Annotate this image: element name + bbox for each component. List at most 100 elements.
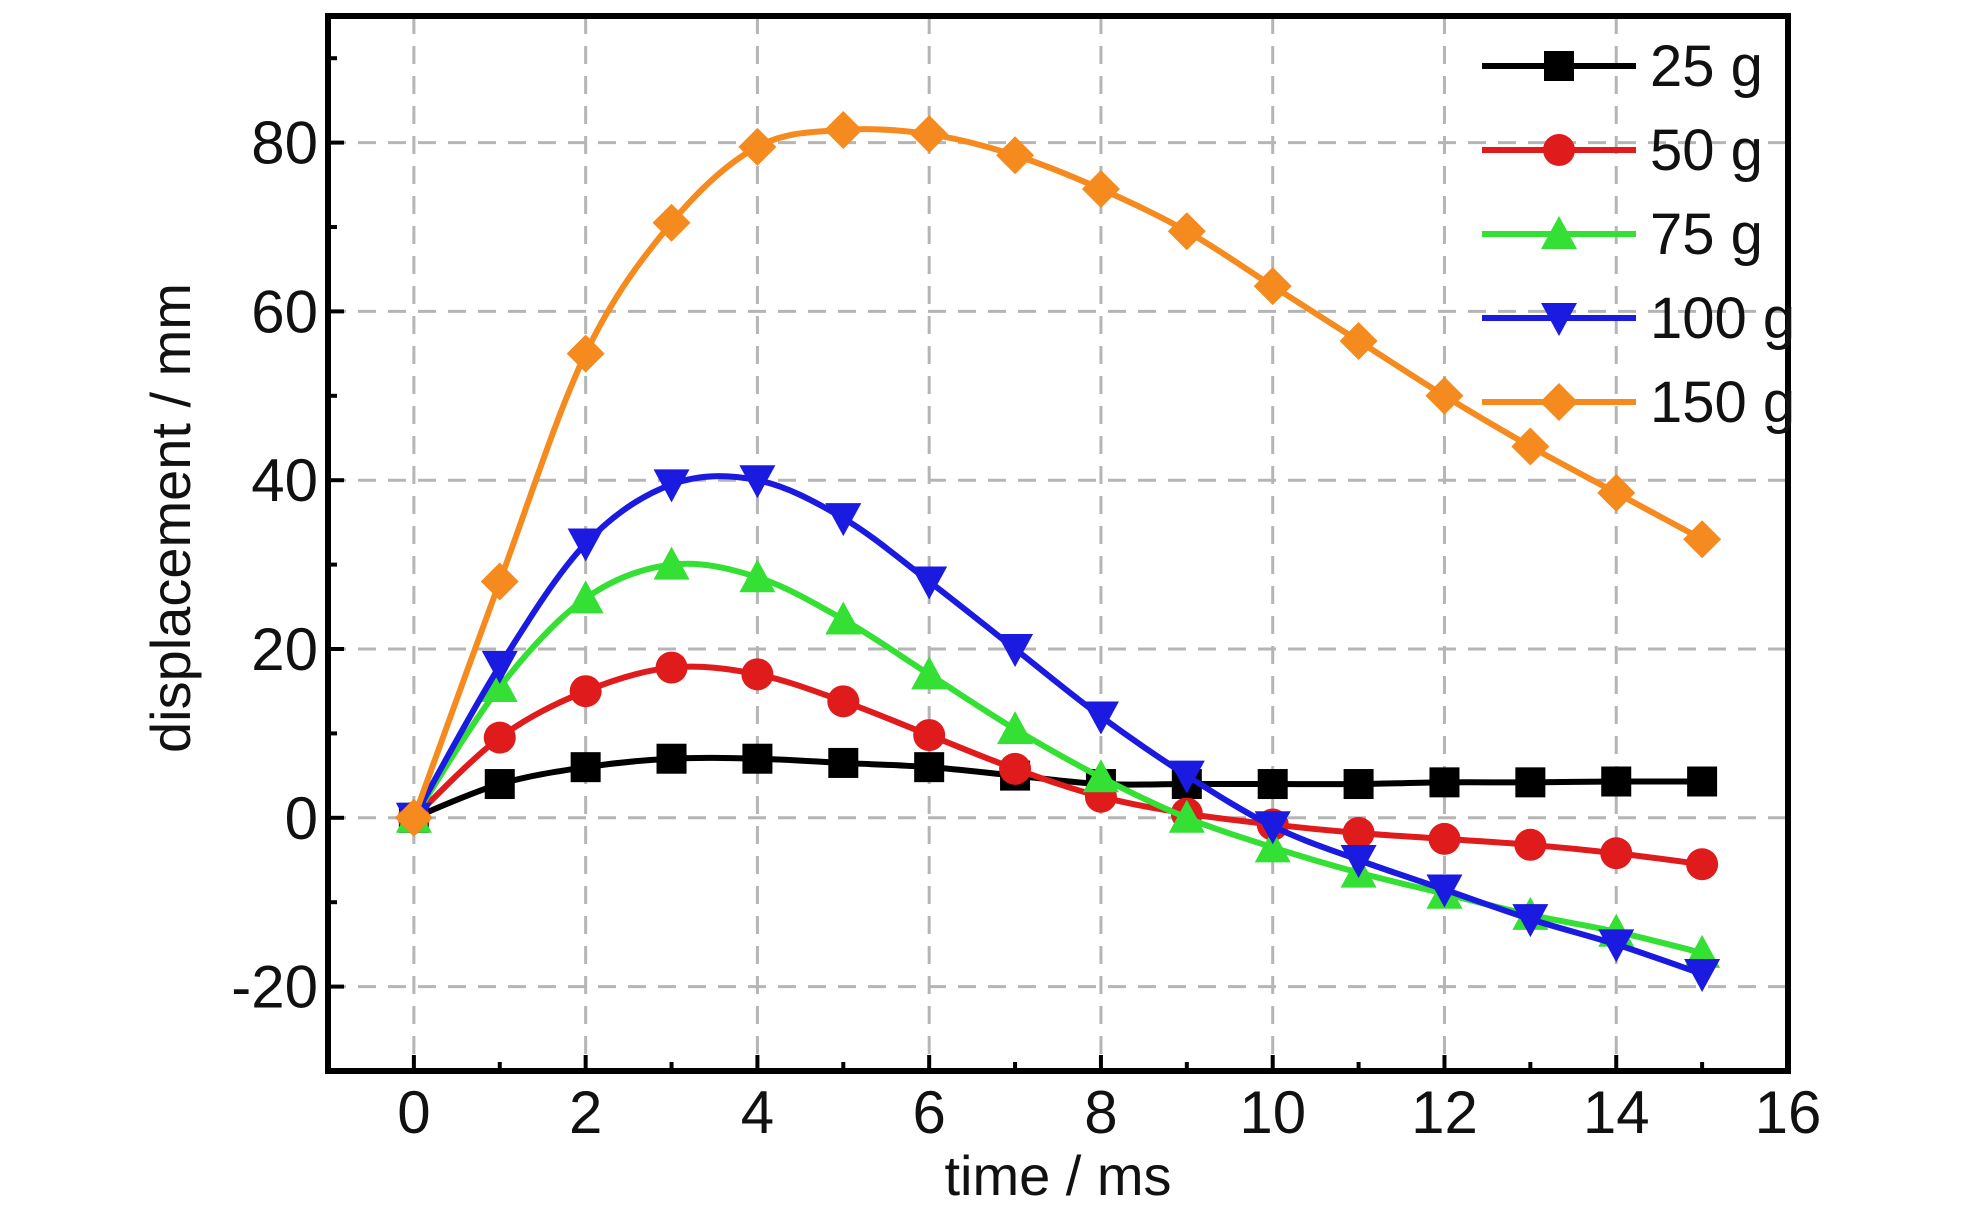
data-point <box>1598 929 1635 963</box>
plot-frame <box>325 13 1791 1074</box>
data-point <box>1339 321 1378 360</box>
y-tick-label: 0 <box>285 785 318 852</box>
series-line <box>411 560 1703 956</box>
series-line <box>411 663 1703 868</box>
x-tick-label: 2 <box>569 1079 602 1146</box>
legend-marker <box>1541 216 1577 249</box>
legend-label: 150 g <box>1650 370 1795 435</box>
series-100g <box>395 465 1721 992</box>
data-point <box>999 752 1032 785</box>
data-point <box>913 719 946 752</box>
data-point <box>1601 766 1632 797</box>
data-point <box>827 685 860 718</box>
data-point <box>996 136 1035 175</box>
grid <box>328 16 1788 1071</box>
legend-marker <box>1540 383 1578 421</box>
x-tick-label: 8 <box>1084 1079 1117 1146</box>
y-tick-label: 40 <box>251 447 318 514</box>
x-tick-label: 16 <box>1755 1079 1822 1146</box>
data-point <box>1687 766 1718 797</box>
y-tick-label: 80 <box>251 110 318 177</box>
x-tick-label: 4 <box>741 1079 774 1146</box>
data-point <box>911 566 948 600</box>
legend-item: 25 g <box>1482 34 1763 99</box>
data-point <box>566 334 605 373</box>
data-point <box>570 752 601 783</box>
data-point <box>653 546 690 580</box>
data-point <box>1686 848 1719 881</box>
axis-ticks: 0 2 4 6 8 10 12 14 16 -20 0 20 40 60 80 <box>231 56 1822 1146</box>
data-point <box>997 634 1034 667</box>
y-axis-title: displacement / mm <box>139 283 202 753</box>
legend-marker <box>1541 303 1577 336</box>
data-point <box>1515 767 1546 798</box>
x-tick-label: 10 <box>1239 1079 1306 1146</box>
data-point <box>997 711 1034 745</box>
data-point <box>569 675 602 708</box>
data-point <box>1081 170 1120 209</box>
data-point <box>1512 904 1549 938</box>
x-axis-title: time / ms <box>944 1144 1171 1205</box>
series-line <box>412 754 1703 821</box>
data-point <box>1426 874 1463 908</box>
series-150g <box>394 110 1722 837</box>
data-point <box>1254 829 1291 863</box>
series-50g <box>397 651 1719 881</box>
y-tick-label: 20 <box>251 616 318 683</box>
data-point <box>481 650 518 684</box>
data-point <box>1600 837 1633 870</box>
y-tick-label: 60 <box>251 278 318 345</box>
data-point <box>567 528 604 562</box>
data-point <box>567 580 604 614</box>
data-point <box>484 769 515 800</box>
data-point <box>1597 473 1636 512</box>
data-point <box>1082 759 1119 793</box>
data-point <box>1343 769 1374 800</box>
data-point <box>911 656 948 690</box>
data-point <box>655 651 688 684</box>
series-line <box>411 473 1704 977</box>
data-point <box>824 110 863 149</box>
data-point <box>1253 267 1292 306</box>
legend-item: 75 g <box>1482 202 1763 267</box>
data-point <box>741 658 774 691</box>
legend-label: 100 g <box>1650 286 1795 351</box>
x-tick-label: 12 <box>1411 1079 1478 1146</box>
y-tick-label: -20 <box>231 954 318 1021</box>
data-point <box>738 127 777 166</box>
data-point <box>1684 958 1721 992</box>
data-point <box>1425 376 1464 415</box>
legend-marker <box>1544 51 1574 81</box>
data-point <box>1429 767 1460 798</box>
x-tick-label: 14 <box>1583 1079 1650 1146</box>
series-layer <box>394 110 1722 992</box>
data-point <box>1168 760 1205 794</box>
data-point <box>1428 822 1461 855</box>
data-point <box>394 798 433 837</box>
data-point <box>1511 427 1550 466</box>
legend-item: 50 g <box>1482 118 1763 183</box>
data-point <box>652 203 691 242</box>
x-tick-label: 0 <box>397 1079 430 1146</box>
data-point <box>910 115 949 154</box>
data-point <box>739 559 776 593</box>
data-point <box>1168 799 1205 833</box>
legend-label: 50 g <box>1650 118 1763 183</box>
data-point <box>742 743 773 774</box>
data-point <box>653 469 690 503</box>
data-point <box>1340 845 1377 878</box>
legend-marker <box>1543 134 1575 166</box>
data-point <box>480 562 519 601</box>
data-point <box>1254 811 1291 845</box>
data-point <box>481 668 518 702</box>
data-point <box>1514 828 1547 861</box>
data-point <box>1082 701 1119 735</box>
legend-label: 75 g <box>1650 202 1763 267</box>
data-point <box>656 743 687 774</box>
legend-label: 25 g <box>1650 34 1763 99</box>
data-point <box>828 747 859 778</box>
legend-item: 150 g <box>1482 370 1795 435</box>
data-point <box>1683 520 1722 559</box>
legend: 25 g 50 g 75 g 100 g 150 g <box>1482 34 1795 435</box>
